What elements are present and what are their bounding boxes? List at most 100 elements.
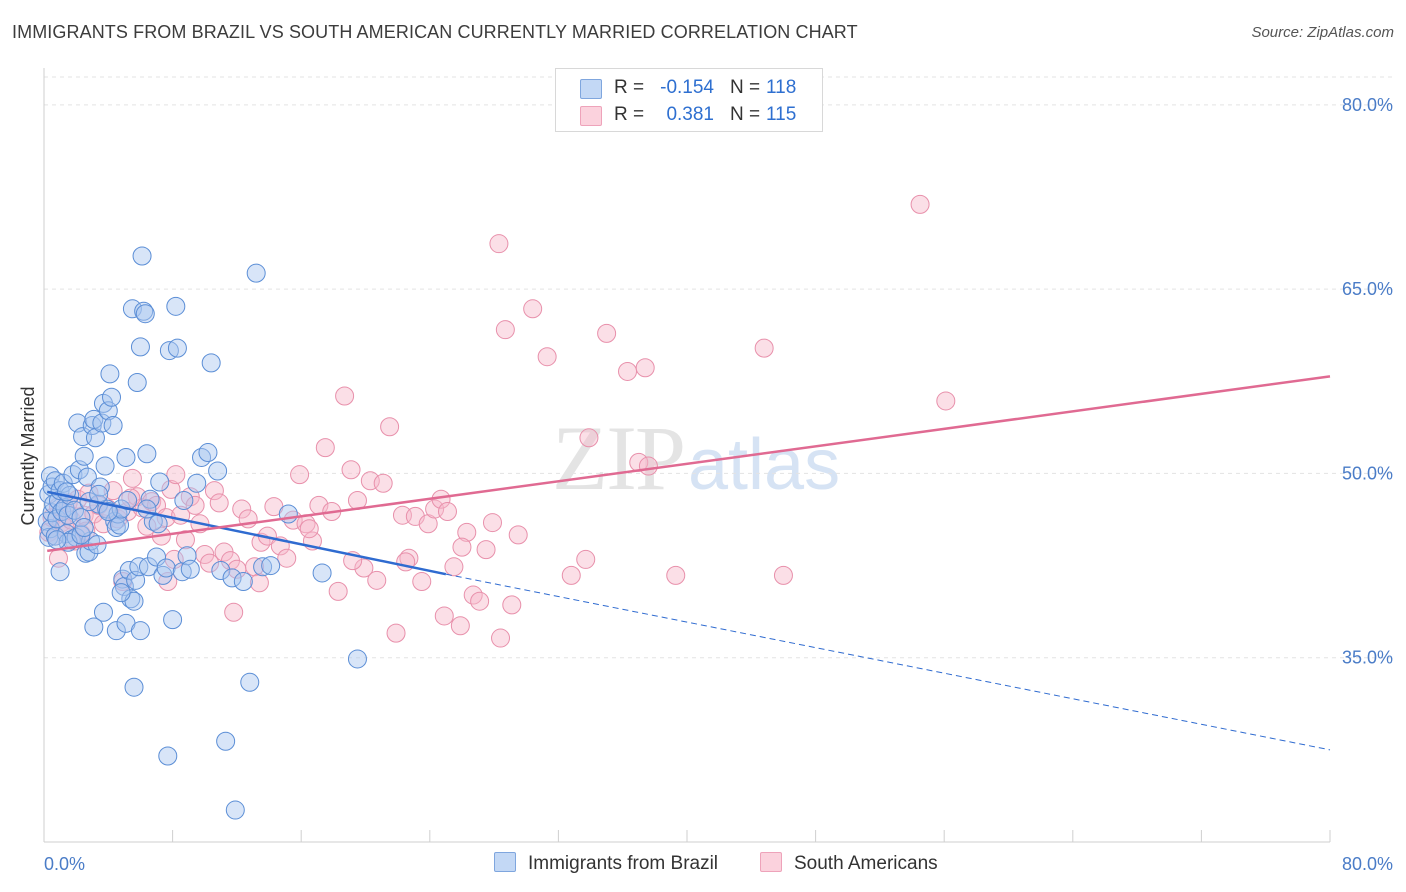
watermark-zip: ZIP <box>552 407 686 509</box>
data-point-south-americans <box>508 525 528 545</box>
data-point-south-americans <box>93 514 113 534</box>
data-point-immigrants-from-brazil <box>225 800 245 820</box>
source-label: Source: ZipAtlas.com <box>1251 24 1394 41</box>
data-point-immigrants-from-brazil <box>148 514 168 534</box>
data-point-south-americans <box>635 358 655 378</box>
y-axis-label: Currently Married <box>18 386 38 525</box>
data-point-south-americans <box>335 386 355 406</box>
data-point-immigrants-from-brazil <box>208 461 228 481</box>
data-point-immigrants-from-brazil <box>50 562 70 582</box>
data-point-south-americans <box>491 628 511 648</box>
data-point-south-americans <box>561 565 581 585</box>
data-point-south-americans <box>103 481 123 501</box>
data-point-immigrants-from-brazil <box>119 560 139 580</box>
legend-r-value: 0.381 <box>666 104 714 125</box>
data-point-south-americans <box>936 391 956 411</box>
data-point-immigrants-from-brazil <box>166 296 186 316</box>
data-point-immigrants-from-brazil <box>172 562 192 582</box>
data-point-immigrants-from-brazil <box>198 443 218 463</box>
data-point-immigrants-from-brazil <box>98 502 118 522</box>
data-point-south-americans <box>249 573 269 593</box>
data-point-south-americans <box>224 602 244 622</box>
watermark: ZIPatlas <box>552 405 840 511</box>
bottom-legend-label-south-americans: South Americans <box>794 853 938 874</box>
data-point-south-americans <box>386 623 406 643</box>
data-point-south-americans <box>299 519 319 539</box>
data-point-immigrants-from-brazil <box>90 477 110 497</box>
data-point-south-americans <box>597 323 617 343</box>
data-point-south-americans <box>137 516 157 536</box>
data-point-south-americans <box>232 499 252 519</box>
data-point-immigrants-from-brazil <box>137 499 157 519</box>
legend-r-label: R = <box>614 104 645 125</box>
data-point-immigrants-from-brazil <box>261 556 281 576</box>
data-point-immigrants-from-brazil <box>114 576 134 596</box>
data-point-south-americans <box>523 299 543 319</box>
data-point-south-americans <box>121 488 141 508</box>
data-point-south-americans <box>457 522 477 542</box>
data-point-south-americans <box>579 428 599 448</box>
legend-row-south-americans: R = 0.381 N = 115 <box>556 102 822 130</box>
legend-n-label: N = <box>730 104 761 125</box>
legend-r-value: -0.154 <box>660 77 714 98</box>
data-point-immigrants-from-brazil <box>211 560 231 580</box>
data-point-south-americans <box>367 570 387 590</box>
data-point-south-americans <box>341 460 361 480</box>
trend-lines <box>46 375 1331 751</box>
data-point-south-americans <box>754 338 774 358</box>
data-point-immigrants-from-brazil <box>102 387 122 407</box>
y-tick-label: 65.0% <box>1342 279 1393 299</box>
data-point-immigrants-from-brazil <box>253 557 273 577</box>
data-point-immigrants-from-brazil <box>129 557 149 577</box>
data-point-south-americans <box>412 572 432 592</box>
data-point-immigrants-from-brazil <box>116 447 136 467</box>
data-point-immigrants-from-brazil <box>122 299 142 319</box>
y-tick-label: 50.0% <box>1342 463 1393 483</box>
data-point-south-americans <box>773 565 793 585</box>
data-point-south-americans <box>476 540 496 560</box>
data-point-immigrants-from-brazil <box>121 589 141 609</box>
data-point-immigrants-from-brazil <box>92 413 112 433</box>
data-point-immigrants-from-brazil <box>74 446 94 466</box>
data-point-immigrants-from-brazil <box>132 246 152 266</box>
data-point-south-americans <box>209 493 229 513</box>
data-point-immigrants-from-brazil <box>159 341 179 361</box>
data-point-immigrants-from-brazil <box>65 500 85 520</box>
data-point-immigrants-from-brazil <box>74 517 94 537</box>
axes <box>43 68 1331 843</box>
legend-r-label: R = <box>614 77 645 98</box>
data-point-immigrants-from-brazil <box>167 338 187 358</box>
data-point-immigrants-from-brazil <box>135 304 155 324</box>
legend-row-brazil: R = -0.154 N = 118 <box>556 75 822 103</box>
data-point-south-americans <box>910 194 930 214</box>
y-tick-label: 80.0% <box>1342 95 1393 115</box>
data-point-south-americans <box>277 548 297 568</box>
data-point-south-americans <box>315 438 335 458</box>
data-point-immigrants-from-brazil <box>130 621 150 641</box>
data-point-south-americans <box>470 591 490 611</box>
data-point-immigrants-from-brazil <box>103 416 123 436</box>
trend-line-brazil-extrapolated <box>445 573 1331 751</box>
trend-line-brazil <box>46 490 447 576</box>
bottom-legend-swatch-blue <box>494 852 516 872</box>
data-point-immigrants-from-brazil <box>156 558 176 578</box>
data-point-south-americans <box>122 468 142 488</box>
data-point-immigrants-from-brazil <box>150 472 170 492</box>
data-point-immigrants-from-brazil <box>147 547 167 567</box>
data-point-south-americans <box>618 361 638 381</box>
data-point-south-americans <box>489 234 509 254</box>
data-point-immigrants-from-brazil <box>158 746 178 766</box>
data-point-immigrants-from-brazil <box>106 621 126 641</box>
legend-swatch-pink <box>580 106 602 126</box>
data-point-immigrants-from-brazil <box>174 490 194 510</box>
data-point-immigrants-from-brazil <box>312 563 332 583</box>
x-tick-label: 80.0% <box>1342 854 1393 874</box>
data-point-south-americans <box>245 557 265 577</box>
data-point-immigrants-from-brazil <box>63 465 83 485</box>
data-point-immigrants-from-brazil <box>246 263 266 283</box>
data-point-south-americans <box>482 513 502 533</box>
data-point-immigrants-from-brazil <box>127 373 147 393</box>
data-point-south-americans <box>204 481 224 501</box>
data-point-immigrants-from-brazil <box>110 515 130 535</box>
